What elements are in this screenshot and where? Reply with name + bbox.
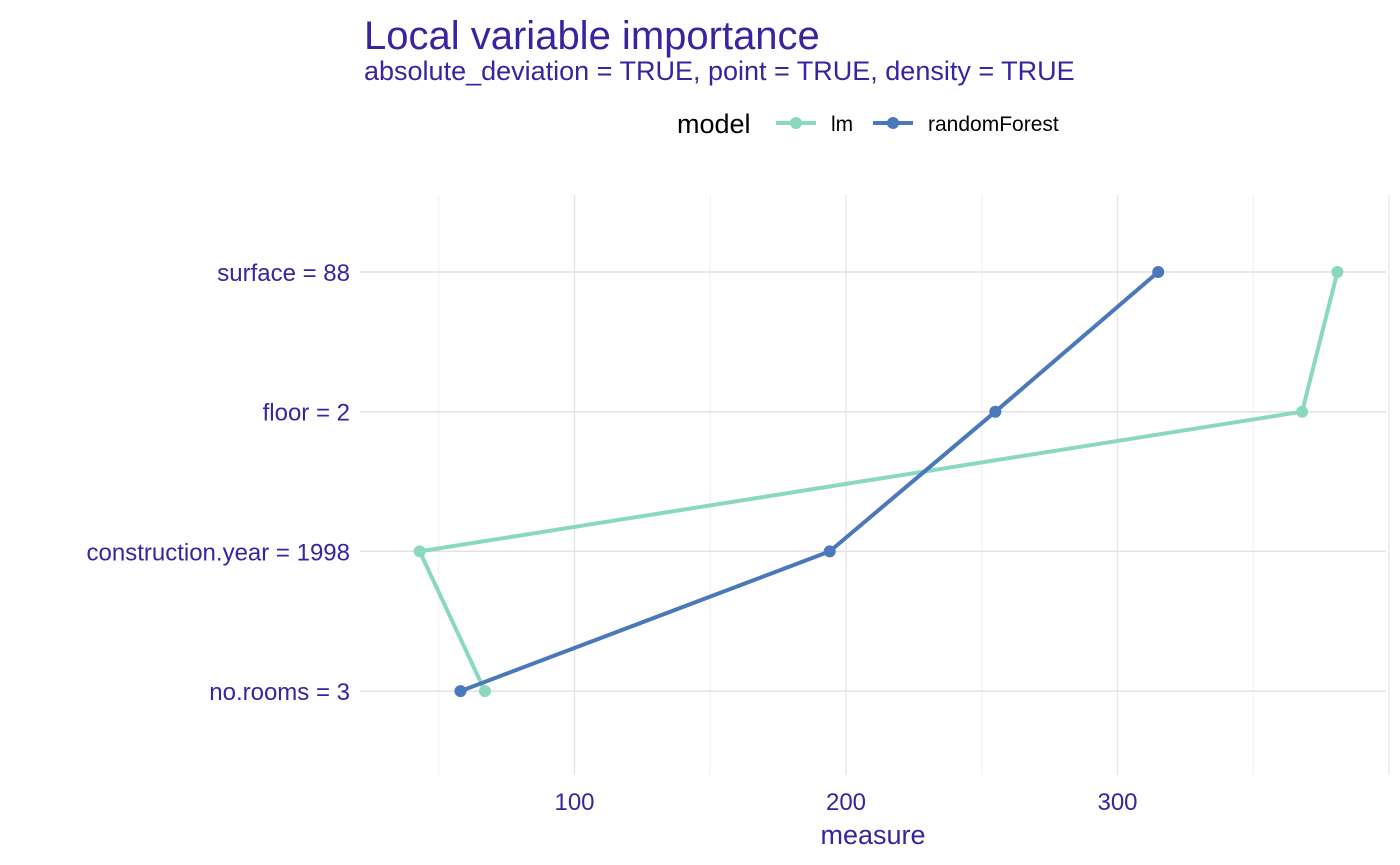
legend: model lm randomForest <box>677 109 1059 139</box>
y-tick-label: surface = 88 <box>217 260 350 287</box>
data-point-lm <box>413 545 426 558</box>
data-point-lm <box>1296 405 1309 418</box>
legend-title: model <box>677 109 751 139</box>
series-lines <box>417 270 1340 694</box>
legend-item-randomForest: randomForest <box>873 113 1059 136</box>
legend-label: randomForest <box>928 113 1059 136</box>
y-tick-label: floor = 2 <box>263 400 350 427</box>
data-point-lm <box>478 685 491 698</box>
series-line-randomForest <box>458 270 1161 694</box>
y-tick-label: construction.year = 1998 <box>87 539 351 566</box>
y-tick-labels: surface = 88 floor = 2 construction.year =… <box>87 260 351 706</box>
x-tick-label: 300 <box>1097 789 1137 816</box>
y-tick-label: no.rooms = 3 <box>209 679 350 706</box>
x-axis-label: measure <box>820 820 925 850</box>
legend-label: lm <box>831 113 853 136</box>
data-point-randomForest <box>454 685 467 698</box>
chart-subtitle: absolute_deviation = TRUE, point = TRUE,… <box>364 56 1075 86</box>
data-point-lm <box>1331 266 1344 278</box>
x-tick-label: 100 <box>554 789 594 816</box>
chart-title: Local variable importance <box>364 14 820 58</box>
legend-item-lm: lm <box>776 113 853 136</box>
legend-key-point <box>790 117 802 129</box>
x-tick-label: 200 <box>826 789 866 816</box>
data-point-randomForest <box>1152 266 1165 278</box>
grid <box>360 195 1390 775</box>
data-point-randomForest <box>989 405 1002 418</box>
series-points <box>413 266 1344 698</box>
series-line-lm <box>417 270 1340 694</box>
data-point-randomForest <box>823 545 836 558</box>
legend-key-point <box>887 117 899 129</box>
x-tick-labels: 100 200 300 <box>554 789 1137 816</box>
